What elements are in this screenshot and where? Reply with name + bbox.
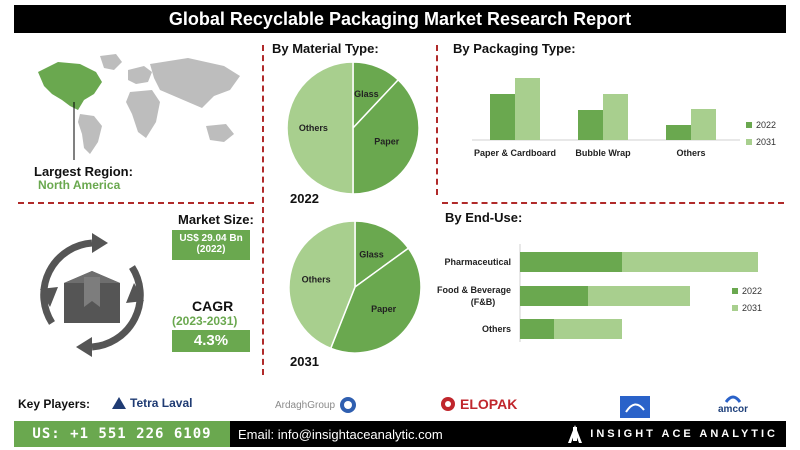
packaging-bar-2022-1 <box>578 110 603 140</box>
pie-2031-slice-others <box>288 220 356 350</box>
player-ardagh-group: ArdaghGroup <box>275 396 357 414</box>
player-amcor: amcor <box>718 392 748 415</box>
map-greenland <box>100 54 122 70</box>
pie-2031-label-paper: Paper <box>371 304 397 314</box>
player-name: amcor <box>718 404 749 415</box>
pie-2022-label-paper: Paper <box>374 136 400 146</box>
divider-right <box>436 45 438 195</box>
enduse-bar-2031-0 <box>622 252 758 272</box>
enduse-bar-2031-1 <box>588 286 690 306</box>
enduse-bar-2022-2 <box>520 319 554 339</box>
packaging-bar-2022-0 <box>490 94 515 140</box>
cagr-period: (2023-2031) <box>172 314 238 328</box>
packaging-legend-label-2022: 2022 <box>756 120 776 130</box>
footer-brand: INSIGHT ACE ANALYTIC <box>568 421 778 447</box>
footer-bar: Email: info@insightaceanalytic.com INSIG… <box>230 421 786 447</box>
amcor-logo-icon <box>725 395 741 403</box>
packaging-bar-2022-2 <box>666 125 691 140</box>
enduse-category-label-0: Pharmaceutical <box>444 257 511 267</box>
material-pie-2031-year: 2031 <box>290 354 319 369</box>
map-south-america <box>78 114 102 154</box>
market-size-value: US$ 29.04 Bn <box>179 233 243 244</box>
market-size-year: (2022) <box>196 244 226 255</box>
enduse-bar-2022-1 <box>520 286 588 306</box>
material-chart-title: By Material Type: <box>272 41 379 56</box>
enduse-legend-swatch-2022 <box>732 288 738 294</box>
packaging-bar-2031-2 <box>691 109 716 140</box>
enduse-legend-label-2022: 2022 <box>742 286 762 296</box>
tetra-laval-logo-icon <box>112 397 126 409</box>
enduse-legend-label-2031: 2031 <box>742 303 762 313</box>
packaging-chart-title: By Packaging Type: <box>453 41 576 56</box>
packaging-category-label-2: Others <box>676 148 705 158</box>
elopak-logo-icon <box>441 397 455 411</box>
divider-right-horizontal <box>442 202 784 204</box>
packaging-bar-2031-1 <box>603 94 628 140</box>
largest-region-label: Largest Region: <box>34 164 133 179</box>
packaging-bar-2031-0 <box>515 78 540 140</box>
enduse-category-label-1-line2: (F&B) <box>471 297 496 307</box>
enduse-legend-swatch-2031 <box>732 305 738 311</box>
material-pie-2031: Glass Paper Others <box>288 220 422 354</box>
enduse-category-label-1: Food & Beverage <box>437 285 511 295</box>
cagr-value: 4.3% <box>172 330 250 352</box>
ball-logo-icon <box>620 396 650 418</box>
enduse-bar-2022-0 <box>520 252 622 272</box>
world-map <box>38 54 240 160</box>
enduse-chart-title: By End-Use: <box>445 210 523 225</box>
cagr-label: CAGR <box>192 298 234 314</box>
market-size-label: Market Size: <box>178 212 254 227</box>
player-ball <box>620 396 650 418</box>
packaging-legend-swatch-2031 <box>746 139 752 145</box>
pie-2022-label-others: Others <box>299 123 328 133</box>
material-pie-2022: Glass Paper Others <box>286 61 420 195</box>
report-title: Global Recyclable Packaging Market Resea… <box>14 5 786 33</box>
packaging-bar-chart: Paper & Cardboard Bubble Wrap Others 2022 20… <box>472 78 776 158</box>
recycle-box-icon <box>40 233 144 357</box>
footer-brand-text: INSIGHT ACE ANALYTIC <box>590 428 778 440</box>
largest-region-value: North America <box>38 178 121 192</box>
packaging-legend-swatch-2022 <box>746 122 752 128</box>
map-africa <box>126 90 160 138</box>
pie-2031-slice-paper <box>329 247 422 354</box>
divider-left <box>262 45 264 375</box>
packaging-legend-label-2031: 2031 <box>756 137 776 147</box>
map-europe <box>128 66 152 84</box>
pie-2022-label-glass: Glass <box>354 89 379 99</box>
ardagh-logo-icon <box>340 397 357 413</box>
pie-2022-slice-others <box>286 61 354 195</box>
pie-2031-label-others: Others <box>302 275 331 285</box>
pie-2031-label-glass: Glass <box>359 250 384 260</box>
player-tetra-laval: Tetra Laval <box>112 396 192 410</box>
player-name: ELOPAK <box>460 396 518 412</box>
material-pie-2022-year: 2022 <box>290 191 319 206</box>
player-name: ArdaghGroup <box>275 399 336 411</box>
map-asia <box>150 58 240 108</box>
packaging-category-label-1: Bubble Wrap <box>575 148 631 158</box>
player-elopak: ELOPAK <box>440 396 517 412</box>
enduse-bar-2031-2 <box>554 319 622 339</box>
pie-2022-slice-paper <box>352 78 420 195</box>
footer-phone[interactable]: US: +1 551 226 6109 <box>14 421 230 447</box>
key-players-label: Key Players: <box>18 397 91 411</box>
player-name: Tetra Laval <box>130 396 193 410</box>
divider-left-horizontal <box>18 202 254 204</box>
market-size-badge: US$ 29.04 Bn (2022) <box>172 230 250 260</box>
map-north-america <box>38 62 102 110</box>
packaging-category-label-0: Paper & Cardboard <box>474 148 556 158</box>
pie-2031-slice-glass <box>354 220 410 289</box>
enduse-category-label-2: Others <box>482 324 511 334</box>
enduse-bar-chart: Pharmaceutical Food & Beverage (F&B) Others… <box>437 244 762 342</box>
insightace-logo-icon <box>568 425 583 443</box>
footer-email[interactable]: Email: info@insightaceanalytic.com <box>238 426 443 442</box>
map-australia <box>206 124 234 142</box>
